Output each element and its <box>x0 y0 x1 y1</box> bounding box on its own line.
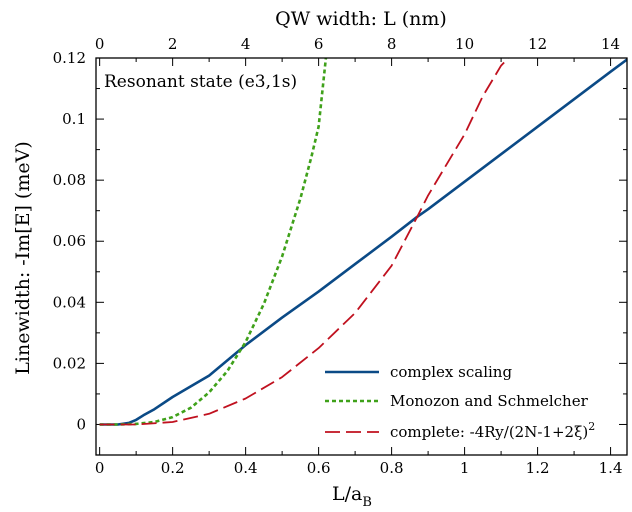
x-tick-label: 0.2 <box>161 459 185 477</box>
x2-tick-label: 8 <box>387 35 397 53</box>
series-layer <box>99 58 627 426</box>
x-axis-title: L/aB <box>332 483 372 510</box>
plot-frame <box>95 57 628 456</box>
x-tick-label: 0.6 <box>307 459 331 477</box>
x2-tick-label: 14 <box>601 35 620 53</box>
legend-label-complete: complete: -4Ry/(2N-1+2ξ)2 <box>390 420 595 441</box>
y-tick-label: 0.1 <box>62 110 86 128</box>
x-tick-label: 0.4 <box>234 459 258 477</box>
tick-labels-layer: 0 0.2 0.4 0.6 0.8 1 1.2 1.4 0 2 4 6 8 10 12 14 0 0.02 0.04… <box>53 35 623 477</box>
legend-label-complex-scaling: complex scaling <box>390 363 512 381</box>
legend: complex scaling Monozon and Schmelcher c… <box>325 363 595 441</box>
y-tick-label: 0 <box>76 415 86 433</box>
x2-tick-label: 4 <box>241 35 251 53</box>
series-line-complete-4ry-2n-1-2 <box>99 58 510 426</box>
x2-tick-label: 12 <box>528 35 547 53</box>
x2-tick-label: 0 <box>95 35 105 53</box>
y-tick-label: 0.04 <box>53 293 86 311</box>
x2-tick-label: 10 <box>455 35 474 53</box>
y-axis-title: Linewidth: -Im[E] (meV) <box>12 141 34 374</box>
legend-label-complete-main: complete: -4Ry/(2N-1+2ξ) <box>390 423 588 441</box>
x-axis-title-main: L/a <box>332 483 362 505</box>
legend-label-monozon: Monozon and Schmelcher <box>390 392 589 410</box>
annotation-text: Resonant state (e3,1s) <box>104 72 297 92</box>
x-tick-label: 0 <box>95 459 105 477</box>
y-tick-label: 0.06 <box>53 232 86 250</box>
y-tick-label: 0.02 <box>53 354 86 372</box>
x-tick-label: 1 <box>460 459 470 477</box>
y-tick-label: 0.08 <box>53 171 86 189</box>
x2-tick-label: 2 <box>168 35 178 53</box>
x-axis-title-sub: B <box>362 495 372 510</box>
series-line-complex-scaling <box>99 58 627 426</box>
y-tick-label: 0.12 <box>53 49 86 67</box>
x-tick-label: 0.8 <box>380 459 404 477</box>
legend-label-complete-sup: 2 <box>588 420 595 433</box>
x2-tick-label: 6 <box>314 35 324 53</box>
x-tick-label: 1.2 <box>526 459 550 477</box>
x-tick-label: 1.4 <box>599 459 623 477</box>
series-line-monozon-and-schmelcher <box>99 58 328 426</box>
x2-axis-title: QW width: L (nm) <box>275 8 447 30</box>
